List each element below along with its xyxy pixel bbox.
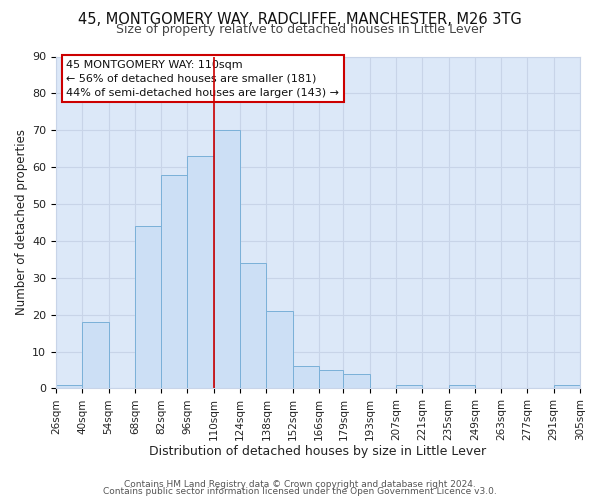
X-axis label: Distribution of detached houses by size in Little Lever: Distribution of detached houses by size … — [149, 444, 487, 458]
Bar — [135, 226, 161, 388]
Bar — [161, 174, 187, 388]
Text: 45, MONTGOMERY WAY, RADCLIFFE, MANCHESTER, M26 3TG: 45, MONTGOMERY WAY, RADCLIFFE, MANCHESTE… — [78, 12, 522, 28]
Bar — [554, 385, 580, 388]
Bar — [396, 385, 422, 388]
Bar — [293, 366, 319, 388]
Bar — [343, 374, 370, 388]
Bar — [82, 322, 109, 388]
Bar — [187, 156, 214, 388]
Bar — [449, 385, 475, 388]
Text: 45 MONTGOMERY WAY: 110sqm
← 56% of detached houses are smaller (181)
44% of semi: 45 MONTGOMERY WAY: 110sqm ← 56% of detac… — [67, 60, 340, 98]
Bar — [214, 130, 240, 388]
Text: Contains public sector information licensed under the Open Government Licence v3: Contains public sector information licen… — [103, 488, 497, 496]
Y-axis label: Number of detached properties: Number of detached properties — [15, 130, 28, 316]
Text: Size of property relative to detached houses in Little Lever: Size of property relative to detached ho… — [116, 22, 484, 36]
Text: Contains HM Land Registry data © Crown copyright and database right 2024.: Contains HM Land Registry data © Crown c… — [124, 480, 476, 489]
Bar — [266, 311, 293, 388]
Bar — [240, 263, 266, 388]
Bar — [319, 370, 343, 388]
Bar — [56, 385, 82, 388]
